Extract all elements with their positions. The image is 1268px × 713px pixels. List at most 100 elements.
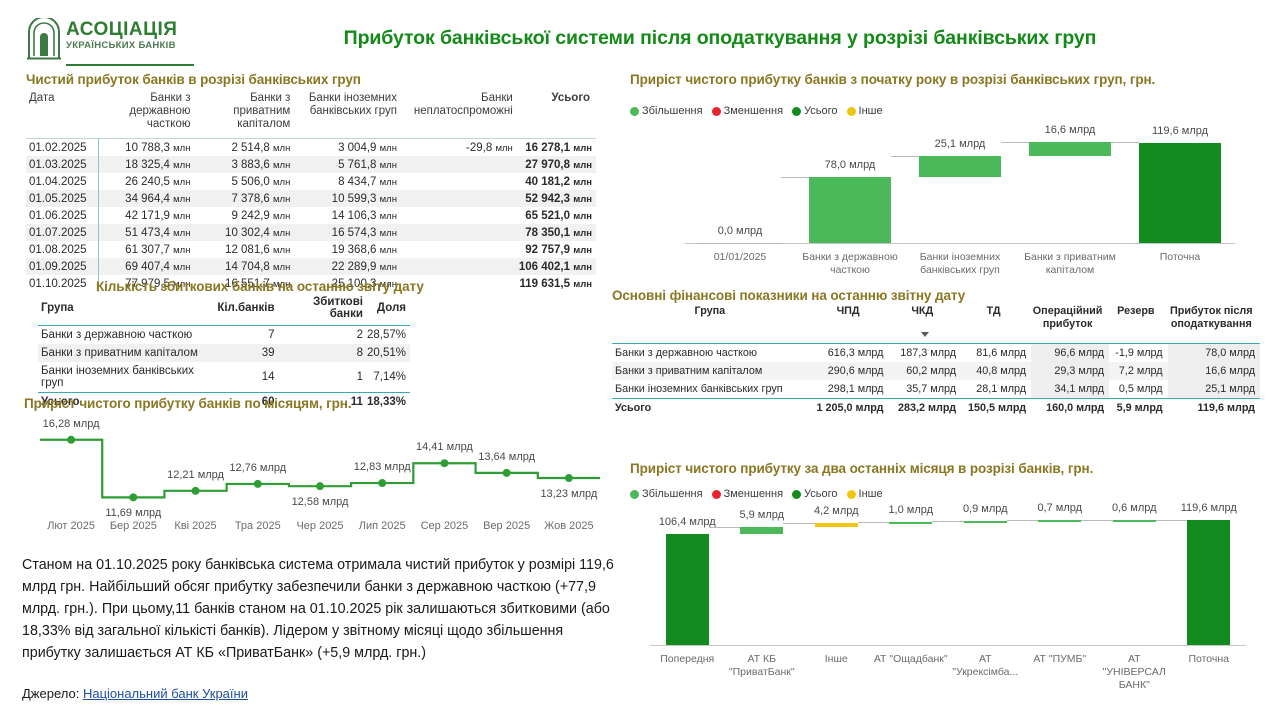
table-row[interactable]: Банки з приватним капіталом 39 8 20,51% <box>38 344 410 362</box>
data-point[interactable] <box>316 482 324 491</box>
table-row[interactable]: Банки іноземних банківських груп 14 1 7,14% <box>38 362 410 393</box>
x-axis-label: Сер 2025 <box>420 520 469 532</box>
legend-item[interactable]: Збільшення <box>630 105 703 117</box>
data-point-label: 12,76 млрд <box>229 461 287 474</box>
cell-private: 7 378,6 млн <box>231 192 291 205</box>
table-row[interactable]: Банки з приватним капіталом 290,6 млрд 60,… <box>612 361 1260 380</box>
source-label: Джерело: <box>22 686 80 701</box>
logo-subtitle: УКРАЇНСЬКИХ БАНКІВ <box>66 40 176 51</box>
cell-private: 9 242,9 млн <box>231 209 291 222</box>
col-chkd[interactable]: ЧКД <box>911 305 934 317</box>
bar-value-label: 78,0 млрд <box>824 159 876 172</box>
table-row[interactable]: 01.05.2025 34 964,4 млн 7 378,6 млн 10 599,… <box>26 190 596 207</box>
waterfall-bar[interactable] <box>1139 142 1221 243</box>
legend-item[interactable]: Інше <box>846 105 883 117</box>
legend-item[interactable]: Усього <box>792 105 838 117</box>
legend-color-dot <box>792 489 802 499</box>
waterfall-bar[interactable] <box>963 520 1007 523</box>
legend-color-dot <box>792 106 802 116</box>
data-point-label: 13,23 млрд <box>540 488 598 501</box>
legend-item[interactable]: Зменшення <box>711 105 783 117</box>
cell-profit: 119,6 млрд <box>1167 398 1260 417</box>
col-chpd[interactable]: ЧПД <box>836 305 860 317</box>
col-group[interactable]: Група <box>41 302 74 314</box>
table-row[interactable]: Банки з державною часткою 616,3 млрд 187,3… <box>612 343 1260 362</box>
legend-item[interactable]: Інше <box>846 488 883 500</box>
waterfall-bar[interactable] <box>919 156 1001 178</box>
table-row[interactable]: 01.02.2025 10 788,3 млн 2 514,8 млн 3 004,9… <box>26 138 596 156</box>
waterfall-connector <box>1110 142 1140 144</box>
data-point[interactable] <box>502 468 511 477</box>
data-point[interactable] <box>378 479 387 488</box>
data-point[interactable] <box>67 435 76 444</box>
x-axis-label: Лип 2025 <box>358 520 406 532</box>
col-state-banks[interactable]: Банки з державною часткою <box>129 92 191 130</box>
table-row[interactable]: 01.03.2025 18 325,4 млн 3 883,6 млн 5 761,8… <box>26 156 596 173</box>
legend-label: Усього <box>804 488 838 500</box>
cell-chkd: 283,2 млрд <box>898 401 957 414</box>
cell-count: 39 <box>261 347 275 359</box>
source-link[interactable]: Національний банк України <box>82 686 248 701</box>
col-insolvent-banks[interactable]: Банки неплатоспроможні <box>413 92 513 117</box>
x-axis-label: Попередня <box>660 653 715 665</box>
waterfall-bar[interactable] <box>1038 520 1082 523</box>
col-total[interactable]: Усього <box>551 92 590 104</box>
col-td[interactable]: ТД <box>986 305 1001 317</box>
col-reserve[interactable]: Резерв <box>1117 305 1155 317</box>
waterfall-bar[interactable] <box>1029 142 1111 157</box>
waterfall-bar[interactable] <box>1187 519 1231 645</box>
waterfall-bar[interactable] <box>814 522 858 528</box>
cell-td: 40,8 млрд <box>976 364 1027 377</box>
waterfall-bar[interactable] <box>809 177 891 243</box>
cell-chpd: 616,3 млрд <box>827 346 884 359</box>
table-row[interactable]: 01.04.2025 26 240,5 млн 5 506,0 млн 8 434,7… <box>26 173 596 190</box>
data-point[interactable] <box>129 493 138 502</box>
table-row[interactable]: 01.06.2025 42 171,9 млн 9 242,9 млн 14 106,… <box>26 207 596 224</box>
table-row[interactable]: 01.07.2025 51 473,4 млн 10 302,4 млн 16 574… <box>26 224 596 241</box>
table-header-row: Дата Банки з державною часткою Банки з п… <box>26 92 596 139</box>
col-loss-banks[interactable]: Збиткові банки <box>313 296 363 320</box>
legend-color-dot <box>846 489 856 499</box>
col-operating-profit[interactable]: Операційний прибуток <box>1032 305 1103 330</box>
cell-chpd: 290,6 млрд <box>827 364 884 377</box>
table-row[interactable]: 01.09.2025 69 407,4 млн 14 704,8 млн 22 289… <box>26 258 596 275</box>
legend-item[interactable]: Збільшення <box>630 488 703 500</box>
cell-date: 01.02.2025 <box>26 138 99 156</box>
cell-date: 01.03.2025 <box>26 156 99 173</box>
data-point[interactable] <box>440 459 449 468</box>
waterfall-connector <box>780 177 810 179</box>
x-axis-label: Поточна <box>1188 653 1230 665</box>
cell-state: 69 407,4 млн <box>125 260 191 273</box>
cell-group: Банки з державною часткою <box>615 346 758 359</box>
cell-share: 18,33% <box>366 396 406 408</box>
col-group[interactable]: Група <box>694 305 726 317</box>
data-point[interactable] <box>191 486 200 495</box>
cell-total: 92 757,9 млн <box>525 243 592 256</box>
legend-item[interactable]: Зменшення <box>711 488 783 500</box>
bar-value-label: 1,0 млрд <box>888 503 934 516</box>
waterfall-bar[interactable] <box>1112 519 1156 522</box>
x-axis-label: АТ "Укрексімба... <box>952 653 1019 678</box>
cell-insolvent <box>403 156 519 173</box>
waterfall-bar[interactable] <box>665 533 709 645</box>
table-row[interactable]: 01.10.2025 77 979,5 млн 16 551,7 млн 25 100… <box>26 275 596 292</box>
table-row[interactable]: Банки іноземних банківських груп 298,1 мл… <box>612 379 1260 398</box>
cell-td: 28,1 млрд <box>976 382 1027 395</box>
col-date[interactable]: Дата <box>29 92 55 104</box>
col-share[interactable]: Доля <box>376 302 406 314</box>
waterfall-bar[interactable] <box>889 521 933 524</box>
col-profit-after-tax[interactable]: Прибуток після оподаткування <box>1170 305 1253 330</box>
bar-value-label: 0,0 млрд <box>717 225 763 237</box>
data-point[interactable] <box>564 474 573 483</box>
col-foreign-banks[interactable]: Банки іноземних банківських груп <box>308 92 397 117</box>
waterfall-connector <box>1155 519 1188 521</box>
waterfall-bar[interactable] <box>740 527 784 534</box>
legend-item[interactable]: Усього <box>792 488 838 500</box>
col-bank-count[interactable]: Кіл.банків <box>217 302 275 314</box>
table-row[interactable]: 01.08.2025 61 307,7 млн 12 081,6 млн 19 368… <box>26 241 596 258</box>
cell-td: 150,5 млрд <box>968 401 1027 414</box>
table-row[interactable]: Банки з державною часткою 7 2 28,57% <box>38 326 410 345</box>
cell-chkd: 60,2 млрд <box>906 364 957 377</box>
data-point[interactable] <box>253 479 262 488</box>
col-private-banks[interactable]: Банки з приватним капіталом <box>233 92 291 130</box>
